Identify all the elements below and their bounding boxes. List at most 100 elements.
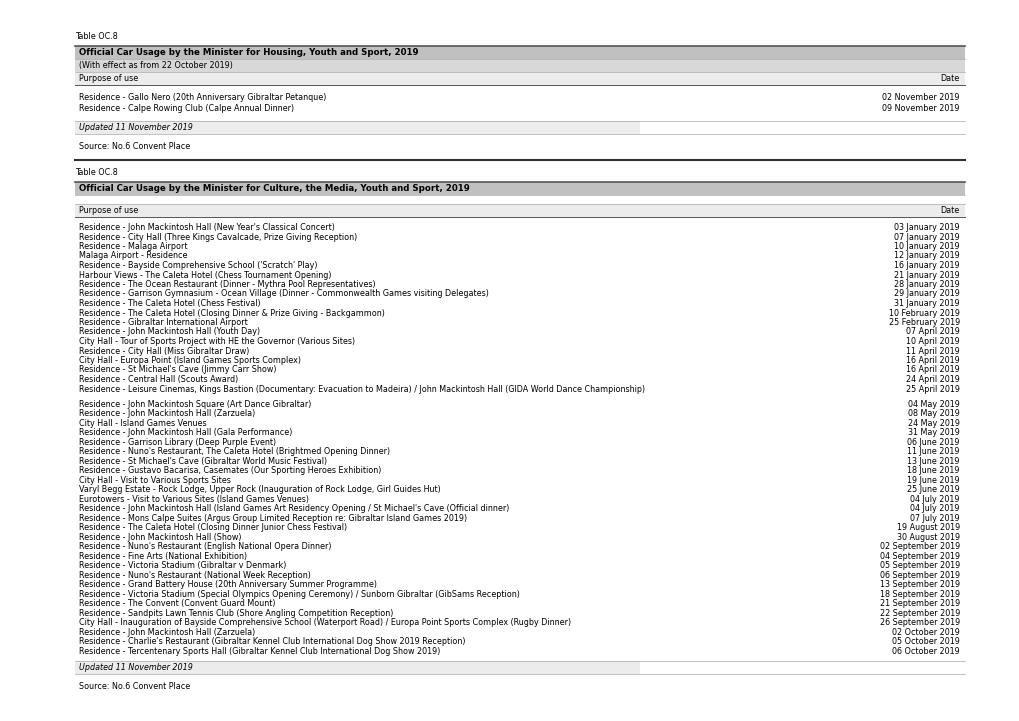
Text: 06 September 2019: 06 September 2019 — [879, 571, 959, 580]
Text: 25 June 2019: 25 June 2019 — [906, 485, 959, 494]
Text: City Hall - Tour of Sports Project with HE the Governor (Various Sites): City Hall - Tour of Sports Project with … — [78, 337, 355, 346]
Text: City Hall - Visit to Various Sports Sites: City Hall - Visit to Various Sports Site… — [78, 476, 230, 485]
Text: Residence - John Mackintosh Hall (Youth Day): Residence - John Mackintosh Hall (Youth … — [78, 327, 260, 337]
Text: Source: No.6 Convent Place: Source: No.6 Convent Place — [78, 682, 191, 691]
Text: Varyl Begg Estate - Rock Lodge, Upper Rock (Inauguration of Rock Lodge, Girl Gui: Varyl Begg Estate - Rock Lodge, Upper Ro… — [78, 485, 440, 494]
Text: Updated 11 November 2019: Updated 11 November 2019 — [78, 123, 193, 132]
Bar — [75, 182, 964, 195]
Text: Residence - Bayside Comprehensive School ('Scratch' Play): Residence - Bayside Comprehensive School… — [78, 261, 317, 270]
Text: 16 April 2019: 16 April 2019 — [905, 366, 959, 374]
Text: 13 June 2019: 13 June 2019 — [907, 456, 959, 466]
Text: 21 January 2019: 21 January 2019 — [894, 270, 959, 280]
Text: City Hall - Europa Point (Island Games Sports Complex): City Hall - Europa Point (Island Games S… — [78, 356, 301, 365]
Text: Residence - Central Hall (Scouts Award): Residence - Central Hall (Scouts Award) — [78, 375, 238, 384]
Text: 21 September 2019: 21 September 2019 — [878, 599, 959, 609]
Text: 03 January 2019: 03 January 2019 — [894, 223, 959, 232]
Text: Eurotowers - Visit to Various Sites (Island Games Venues): Eurotowers - Visit to Various Sites (Isl… — [78, 495, 309, 504]
Text: Residence - John Mackintosh Hall (Zarzuela): Residence - John Mackintosh Hall (Zarzue… — [78, 628, 255, 637]
Text: Residence - Victoria Stadium (Gibraltar v Denmark): Residence - Victoria Stadium (Gibraltar … — [78, 561, 286, 570]
Text: 16 January 2019: 16 January 2019 — [894, 261, 959, 270]
Text: 22 September 2019: 22 September 2019 — [878, 609, 959, 618]
Text: Residence - Gibraltar International Airport: Residence - Gibraltar International Airp… — [78, 318, 248, 327]
Text: 11 April 2019: 11 April 2019 — [905, 347, 959, 355]
Text: Malaga Airport - Residence: Malaga Airport - Residence — [78, 252, 187, 260]
Text: Residence - The Convent (Convent Guard Mount): Residence - The Convent (Convent Guard M… — [78, 599, 275, 609]
Text: Official Car Usage by the Minister for Housing, Youth and Sport, 2019: Official Car Usage by the Minister for H… — [78, 48, 418, 57]
Text: Residence - Nuno's Restaurant (National Week Reception): Residence - Nuno's Restaurant (National … — [78, 571, 311, 580]
Text: (With effect as from 22 October 2019): (With effect as from 22 October 2019) — [78, 61, 232, 70]
Text: Residence - The Caleta Hotel (Closing Dinner & Prize Giving - Backgammon): Residence - The Caleta Hotel (Closing Di… — [78, 309, 384, 317]
Text: City Hall - Inauguration of Bayside Comprehensive School (Waterport Road) / Euro: City Hall - Inauguration of Bayside Comp… — [78, 618, 571, 627]
Text: 24 May 2019: 24 May 2019 — [907, 419, 959, 428]
Text: 12 January 2019: 12 January 2019 — [894, 252, 959, 260]
Text: Purpose of use: Purpose of use — [78, 74, 139, 83]
Text: Residence - City Hall (Three Kings Cavalcade, Prize Giving Reception): Residence - City Hall (Three Kings Caval… — [78, 232, 357, 242]
Text: Harbour Views - The Caleta Hotel (Chess Tournament Opening): Harbour Views - The Caleta Hotel (Chess … — [78, 270, 331, 280]
Text: Official Car Usage by the Minister for Culture, the Media, Youth and Sport, 2019: Official Car Usage by the Minister for C… — [78, 184, 470, 193]
Text: 09 November 2019: 09 November 2019 — [881, 104, 959, 113]
Text: Table OC.8: Table OC.8 — [75, 168, 117, 177]
Text: Residence - Gallo Nero (20th Anniversary Gibraltar Petanque): Residence - Gallo Nero (20th Anniversary… — [78, 93, 326, 102]
Text: 28 January 2019: 28 January 2019 — [894, 280, 959, 289]
Text: Residence - The Caleta Hotel (Chess Festival): Residence - The Caleta Hotel (Chess Fest… — [78, 299, 261, 308]
Text: 07 January 2019: 07 January 2019 — [894, 232, 959, 242]
Text: 18 June 2019: 18 June 2019 — [907, 466, 959, 475]
Text: 06 June 2019: 06 June 2019 — [907, 438, 959, 447]
Text: Residence - Mons Calpe Suites (Argus Group Limited Reception re: Gibraltar Islan: Residence - Mons Calpe Suites (Argus Gro… — [78, 513, 467, 523]
Text: 02 September 2019: 02 September 2019 — [878, 542, 959, 551]
Text: Residence - Calpe Rowing Club (Calpe Annual Dinner): Residence - Calpe Rowing Club (Calpe Ann… — [78, 104, 293, 113]
Text: Residence - Nuno's Restaurant (English National Opera Dinner): Residence - Nuno's Restaurant (English N… — [78, 542, 331, 551]
Text: Residence - City Hall (Miss Gibraltar Draw): Residence - City Hall (Miss Gibraltar Dr… — [78, 347, 249, 355]
Text: Residence - Fine Arts (National Exhibition): Residence - Fine Arts (National Exhibiti… — [78, 552, 247, 561]
Text: 11 June 2019: 11 June 2019 — [907, 447, 959, 456]
Text: 19 August 2019: 19 August 2019 — [896, 523, 959, 532]
Text: Residence - John Mackintosh Hall (Show): Residence - John Mackintosh Hall (Show) — [78, 533, 242, 541]
Text: Residence - Tercentenary Sports Hall (Gibraltar Kennel Club International Dog Sh: Residence - Tercentenary Sports Hall (Gi… — [78, 647, 440, 655]
Text: 06 October 2019: 06 October 2019 — [892, 647, 959, 655]
Text: 02 October 2019: 02 October 2019 — [892, 628, 959, 637]
Text: Residence - Sandpits Lawn Tennis Club (Shore Angling Competition Reception): Residence - Sandpits Lawn Tennis Club (S… — [78, 609, 393, 618]
Text: 13 September 2019: 13 September 2019 — [879, 580, 959, 589]
Text: Residence - Nuno's Restaurant, The Caleta Hotel (Brightmed Opening Dinner): Residence - Nuno's Restaurant, The Calet… — [78, 447, 389, 456]
Bar — [75, 204, 964, 217]
Text: Residence - Garrison Library (Deep Purple Event): Residence - Garrison Library (Deep Purpl… — [78, 438, 276, 447]
Text: Residence - John Mackintosh Square (Art Dance Gibraltar): Residence - John Mackintosh Square (Art … — [78, 399, 311, 409]
Text: 04 July 2019: 04 July 2019 — [910, 495, 959, 504]
Text: 24 April 2019: 24 April 2019 — [905, 375, 959, 384]
Text: Residence - St Michael's Cave (Gibraltar World Music Festival): Residence - St Michael's Cave (Gibraltar… — [78, 456, 327, 466]
Text: Residence - Victoria Stadium (Special Olympics Opening Ceremony) / Sunborn Gibra: Residence - Victoria Stadium (Special Ol… — [78, 590, 520, 598]
Text: Date: Date — [940, 206, 959, 215]
Text: Residence - John Mackintosh Hall (Island Games Art Residency Opening / St Michae: Residence - John Mackintosh Hall (Island… — [78, 504, 508, 513]
Bar — [75, 121, 639, 134]
Text: 07 April 2019: 07 April 2019 — [905, 327, 959, 337]
Bar — [75, 59, 964, 72]
Text: 29 January 2019: 29 January 2019 — [894, 290, 959, 298]
Text: 05 September 2019: 05 September 2019 — [878, 561, 959, 570]
Text: 25 February 2019: 25 February 2019 — [888, 318, 959, 327]
Bar — [75, 46, 964, 59]
Text: 10 February 2019: 10 February 2019 — [889, 309, 959, 317]
Text: 05 October 2019: 05 October 2019 — [892, 637, 959, 646]
Text: 04 September 2019: 04 September 2019 — [879, 552, 959, 561]
Text: 25 April 2019: 25 April 2019 — [905, 384, 959, 394]
Text: Residence - Charlie's Restaurant (Gibraltar Kennel Club International Dog Show 2: Residence - Charlie's Restaurant (Gibral… — [78, 637, 465, 646]
Text: Residence - Garrison Gymnasium - Ocean Village (Dinner - Commonwealth Games visi: Residence - Garrison Gymnasium - Ocean V… — [78, 290, 488, 298]
Text: 26 September 2019: 26 September 2019 — [878, 618, 959, 627]
Text: 07 July 2019: 07 July 2019 — [910, 513, 959, 523]
Text: Residence - John Mackintosh Hall (Zarzuela): Residence - John Mackintosh Hall (Zarzue… — [78, 410, 255, 418]
Text: 08 May 2019: 08 May 2019 — [907, 410, 959, 418]
Text: Table OC.8: Table OC.8 — [75, 32, 117, 41]
Text: Residence - John Mackintosh Hall (Gala Performance): Residence - John Mackintosh Hall (Gala P… — [78, 428, 292, 437]
Text: Date: Date — [940, 74, 959, 83]
Text: Residence - John Mackintosh Hall (New Year's Classical Concert): Residence - John Mackintosh Hall (New Ye… — [78, 223, 334, 232]
Text: Updated 11 November 2019: Updated 11 November 2019 — [78, 663, 193, 672]
Text: Source: No.6 Convent Place: Source: No.6 Convent Place — [78, 142, 191, 151]
Text: 16 April 2019: 16 April 2019 — [905, 356, 959, 365]
Text: Residence - Leisure Cinemas, Kings Bastion (Documentary: Evacuation to Madeira) : Residence - Leisure Cinemas, Kings Basti… — [78, 384, 644, 394]
Text: 31 January 2019: 31 January 2019 — [894, 299, 959, 308]
Text: 02 November 2019: 02 November 2019 — [881, 93, 959, 102]
Text: Residence - Malaga Airport: Residence - Malaga Airport — [78, 242, 187, 251]
Text: Residence - Gustavo Bacarisa, Casemates (Our Sporting Heroes Exhibition): Residence - Gustavo Bacarisa, Casemates … — [78, 466, 381, 475]
Text: Residence - Grand Battery House (20th Anniversary Summer Programme): Residence - Grand Battery House (20th An… — [78, 580, 377, 589]
Text: 31 May 2019: 31 May 2019 — [907, 428, 959, 437]
